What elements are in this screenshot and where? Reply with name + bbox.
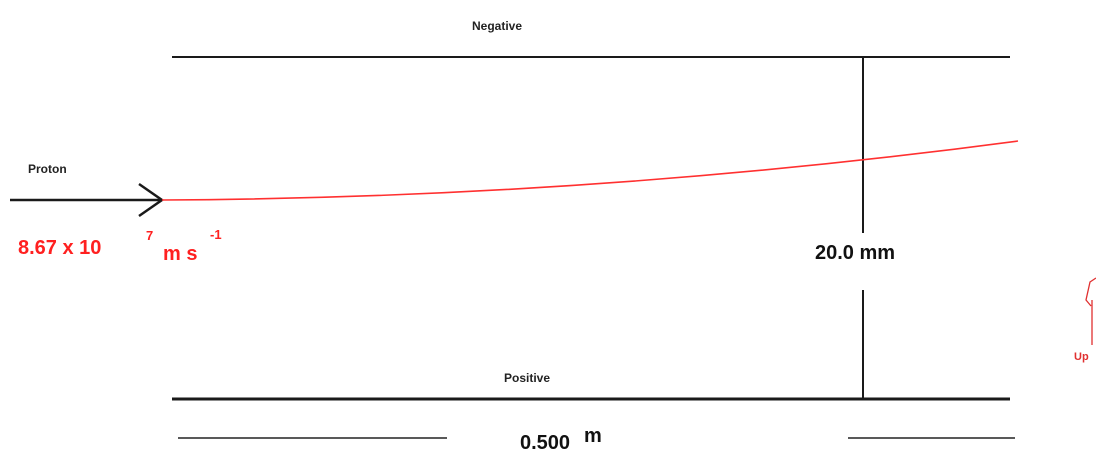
proton-path	[161, 140, 1019, 201]
speed-exponent: 7	[146, 228, 153, 243]
speed-unit: m s	[163, 243, 197, 265]
negative-plate-label: Negative	[472, 19, 522, 33]
length-unit: m	[584, 425, 602, 447]
speed-unit-exponent: -1	[210, 227, 222, 242]
separation-label: 20.0 mm	[815, 242, 895, 264]
up-label: Up	[1074, 351, 1089, 363]
up-arrow-icon	[1085, 277, 1096, 345]
speed-mantissa: 8.67 x 10	[18, 237, 101, 259]
proton-label: Proton	[28, 162, 67, 176]
length-value: 0.500	[520, 432, 570, 454]
positive-plate-label: Positive	[504, 371, 550, 385]
